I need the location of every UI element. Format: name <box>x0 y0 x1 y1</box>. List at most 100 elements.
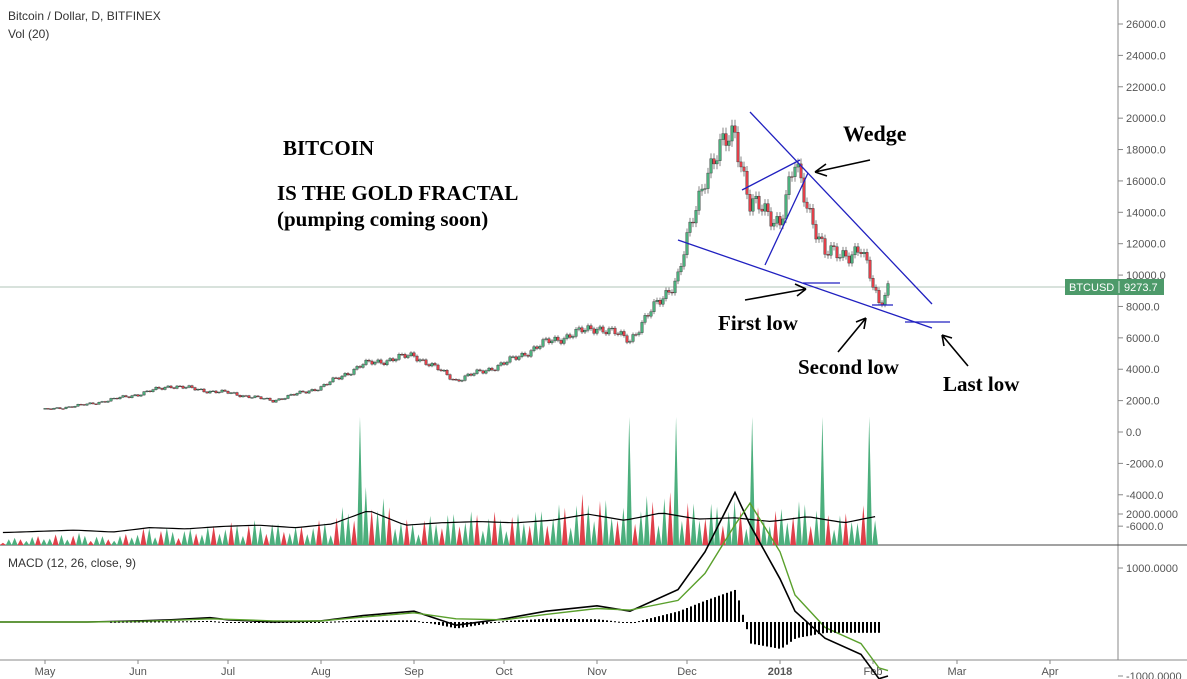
volume-spike <box>40 539 47 545</box>
macd-histogram-bar <box>378 620 380 622</box>
candle-body <box>136 394 140 397</box>
wedge-arrow <box>814 159 871 177</box>
macd-histogram-bar <box>626 622 628 623</box>
candle-body <box>595 328 599 334</box>
macd-histogram-bar <box>662 615 664 622</box>
macd-histogram-bar <box>646 619 648 622</box>
candle-body <box>784 194 788 220</box>
candle-body <box>793 166 797 177</box>
macd-histogram-bar <box>430 622 432 624</box>
candle-body <box>250 397 254 399</box>
macd-histogram-bar <box>322 621 324 623</box>
macd-histogram-bar <box>394 620 396 622</box>
candle-body <box>613 327 617 335</box>
macd-histogram-bar <box>778 622 780 649</box>
macd-histogram-bar <box>742 614 744 622</box>
macd-histogram-bar <box>602 619 604 622</box>
time-tick-label: Apr <box>1041 666 1058 678</box>
candle-body <box>532 346 536 351</box>
volume-spike <box>509 516 516 545</box>
volume-spike <box>585 504 592 545</box>
first-low-label: First low <box>718 311 798 335</box>
inner-wedge-top-line <box>741 159 801 191</box>
price-badge-value: 9273.7 <box>1124 282 1158 294</box>
volume-spike <box>526 525 533 545</box>
volume-spike <box>193 533 200 545</box>
volume-spike <box>784 522 791 545</box>
macd-histogram-bar <box>782 622 784 648</box>
candle-body <box>775 216 779 224</box>
candle-body <box>505 361 509 365</box>
candle-body <box>631 334 635 342</box>
candle-body <box>328 381 332 385</box>
candle-body <box>46 408 50 410</box>
macd-histogram-bar <box>582 619 584 622</box>
price-tick-label: 0.0 <box>1126 427 1141 439</box>
candle-body <box>109 398 113 402</box>
volume-spike <box>81 535 88 545</box>
candle-body <box>235 392 239 396</box>
candle-body <box>148 390 152 392</box>
price-tick-label: 8000.0 <box>1126 301 1160 313</box>
volume-spike <box>778 508 785 545</box>
volume-spike <box>719 525 726 545</box>
candle-body <box>355 366 359 370</box>
macd-histogram-bar <box>302 622 304 623</box>
volume-spike <box>52 534 59 545</box>
macd-histogram-bar <box>786 622 788 645</box>
candle-body <box>658 300 662 305</box>
macd-histogram-bar <box>306 622 308 623</box>
candle-body <box>262 398 266 400</box>
volume-spike <box>263 533 270 545</box>
volume-spike <box>117 535 123 545</box>
candle-body <box>172 387 176 389</box>
candle-body <box>832 245 836 247</box>
candle-body <box>484 370 488 374</box>
candle-body <box>721 133 725 140</box>
candle-body <box>406 355 410 358</box>
macd-histogram-bar <box>478 622 480 626</box>
candle-body <box>598 326 602 330</box>
macd-histogram-bar <box>138 621 140 623</box>
price-badge-symbol: BTCUSD <box>1069 282 1114 294</box>
time-tick-label: Nov <box>587 666 607 678</box>
macd-histogram-bar <box>486 622 488 624</box>
candle-body <box>418 359 422 362</box>
candle-body <box>439 369 443 371</box>
candle-body <box>97 402 101 405</box>
macd-histogram-bar <box>522 619 524 622</box>
candle-body <box>199 388 203 391</box>
macd-histogram-bar <box>266 622 268 623</box>
macd-histogram-bar <box>418 621 420 623</box>
candle-body <box>757 195 761 210</box>
candle-body <box>403 354 407 358</box>
volume-spike <box>163 527 170 545</box>
candle-body <box>517 356 521 360</box>
candle-body <box>766 203 770 212</box>
macd-histogram-bar <box>294 622 296 623</box>
volume-spike <box>181 530 188 545</box>
candle-body <box>592 328 596 334</box>
candle-body <box>772 222 776 227</box>
volume-spike <box>462 522 469 545</box>
candle-body <box>700 188 704 192</box>
macd-histogram-bar <box>562 618 564 622</box>
volume-spike <box>11 537 18 545</box>
macd-histogram-bar <box>234 622 236 623</box>
macd-histogram-bar <box>278 622 280 623</box>
candle-body <box>244 395 248 397</box>
candle-body <box>712 158 716 165</box>
time-tick-label: Oct <box>495 666 512 678</box>
macd-histogram-bar <box>870 622 872 633</box>
candle-body <box>382 362 386 365</box>
volume-spike <box>239 535 246 545</box>
macd-histogram-bar <box>426 622 428 623</box>
volume-spike <box>608 517 615 545</box>
candle-body <box>733 125 737 133</box>
macd-histogram-bar <box>834 622 836 633</box>
macd-histogram-bar <box>682 609 684 622</box>
macd-histogram-bar <box>110 621 112 623</box>
volume-spike <box>158 530 164 545</box>
time-tick-label: Feb <box>864 666 883 678</box>
volume-spike <box>456 526 463 545</box>
